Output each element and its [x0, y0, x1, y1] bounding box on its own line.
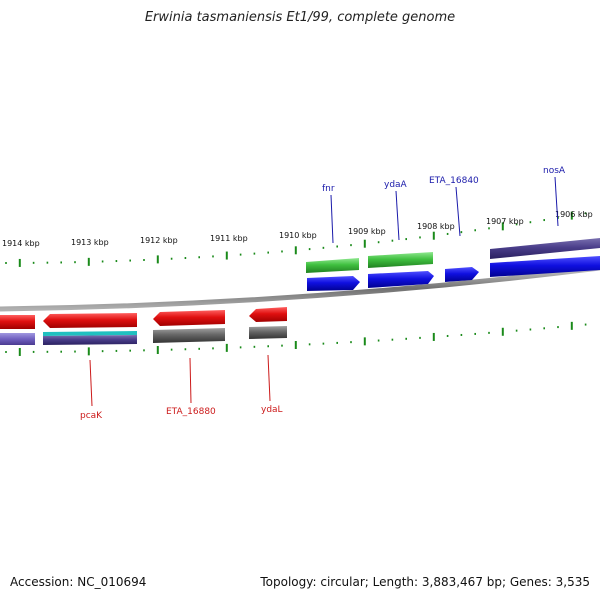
gene-fnr-arrow[interactable] [307, 276, 360, 291]
gene-label-fnr: fnr [322, 184, 335, 194]
gene-ETA-16840-arrow[interactable] [445, 267, 479, 282]
gene-cyan-feature[interactable] [43, 331, 137, 336]
gene-lavender-feature[interactable] [0, 333, 35, 345]
scale-label-1907: 1907 kbp [486, 217, 524, 226]
gene-label-ydaA: ydaA [384, 180, 408, 190]
label-line-ydaA [395, 190, 400, 241]
gene-label-nosA: nosA [543, 166, 566, 176]
label-line-ydaL [267, 354, 271, 402]
scale-ticks-upper [5, 211, 587, 267]
gene-purple-feature-1[interactable] [490, 238, 600, 259]
label-line-nosA [554, 176, 559, 227]
reverse-features [0, 307, 287, 345]
gene-label-ETA-16880: ETA_16880 [166, 407, 216, 417]
gene-label-pcaK: pcaK [80, 411, 103, 421]
gene-ydaL-arrow[interactable] [249, 307, 287, 322]
gene-ydaA-arrow[interactable] [368, 271, 434, 288]
scale-label-1913: 1913 kbp [71, 238, 109, 247]
map-title: Erwinia tasmaniensis Et1/99, complete ge… [144, 10, 456, 25]
gene-label-ETA-16840: ETA_16840 [429, 176, 479, 186]
gene-ETA-16880-arrow[interactable] [153, 310, 225, 326]
genome-backbone [0, 265, 600, 312]
scale-label-1909: 1909 kbp [348, 227, 386, 236]
gene-gray-feature-1[interactable] [153, 328, 225, 343]
gene-label-ydaL: ydaL [261, 405, 283, 415]
gene-pcaK-arrow[interactable] [43, 313, 137, 328]
scale-label-1910: 1910 kbp [279, 231, 317, 240]
label-line-ETA-16880 [189, 357, 192, 404]
scale-ticks-lower [5, 321, 587, 356]
label-line-fnr [330, 194, 334, 244]
forward-features [306, 238, 600, 291]
gene-gray-feature-2[interactable] [249, 326, 287, 339]
gene-green-feature-2[interactable] [368, 252, 433, 268]
accession-text: Accession: NC_010694 [10, 575, 147, 589]
gene-green-feature-1[interactable] [306, 258, 359, 273]
label-line-pcaK [89, 359, 93, 407]
scale-label-1908: 1908 kbp [417, 222, 455, 231]
gene-red-feature-left[interactable] [0, 315, 35, 329]
scale-label-1911: 1911 kbp [210, 234, 248, 243]
gene-purple-feature-2[interactable] [43, 335, 137, 345]
scale-label-1912: 1912 kbp [140, 236, 178, 245]
genome-summary-text: Topology: circular; Length: 3,883,467 bp… [260, 575, 590, 589]
label-line-ETA-16840 [455, 186, 461, 237]
gene-nosA-arrow[interactable] [490, 256, 600, 277]
scale-label-1906: 1906 kbp [555, 210, 593, 219]
scale-label-1914: 1914 kbp [2, 239, 40, 248]
